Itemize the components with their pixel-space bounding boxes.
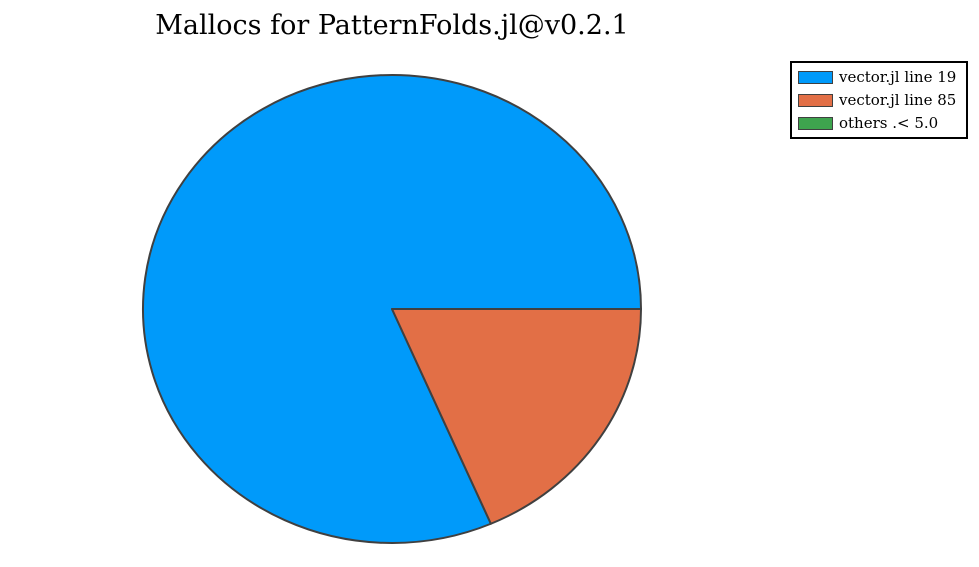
legend-entry-3: others .< 5.0 [798,112,966,134]
legend-swatch-1 [798,70,833,84]
legend-swatch-2 [798,93,833,107]
pie-slice-2 [391,308,642,525]
legend-entry-2: vector.jl line 85 [798,89,966,111]
legend-swatch-3 [798,116,833,130]
legend-label-1: vector.jl line 19 [839,68,957,86]
legend: vector.jl line 19 vector.jl line 85 others… [790,61,968,139]
legend-entry-1: vector.jl line 19 [798,66,966,88]
legend-label-3: others .< 5.0 [839,114,939,132]
legend-label-2: vector.jl line 85 [839,91,957,109]
chart-title: Mallocs for PatternFolds.jl@v0.2.1 [155,10,629,41]
